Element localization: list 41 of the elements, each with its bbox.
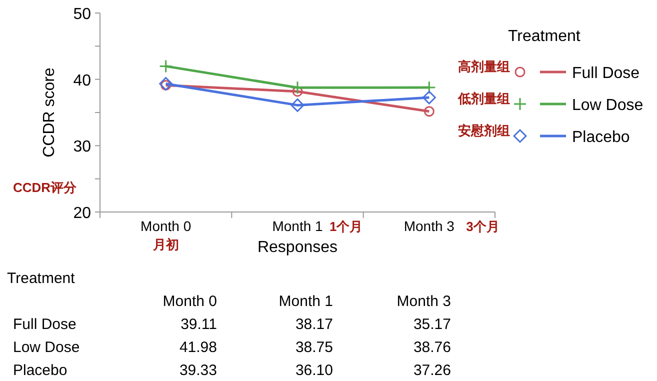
category-label: Month 0 <box>162 293 217 310</box>
text: Treatment <box>7 270 75 287</box>
data-label: 37.26 <box>413 362 451 379</box>
x-tick-label: Month 0 <box>140 218 192 234</box>
annotation: 安慰剂组 <box>458 123 510 138</box>
point <box>159 59 173 73</box>
y-axis-title: CCDR score <box>41 68 58 158</box>
data-label: 39.11 <box>180 316 217 333</box>
category-label: Month 3 <box>396 293 451 310</box>
text: 3个月 <box>466 219 500 234</box>
text: Placebo <box>13 362 68 379</box>
point <box>159 77 173 91</box>
data-label: 38.76 <box>413 339 451 356</box>
data-label: 36.10 <box>295 362 333 379</box>
data-label: 39.33 <box>179 362 217 379</box>
data-label: 38.17 <box>295 316 333 333</box>
legend-label: Low Dose <box>572 97 644 114</box>
text: 月初 <box>152 237 179 252</box>
legend-label: Placebo <box>572 129 630 146</box>
category-label: Month 1 <box>278 293 333 310</box>
x-axis-title: Responses <box>257 239 338 256</box>
data-label: 38.75 <box>295 339 333 356</box>
point <box>290 98 304 112</box>
text: CCDR评分 <box>13 180 78 195</box>
data-label: 35.17 <box>413 316 451 333</box>
text: 1个月 <box>330 219 363 234</box>
legend-title: Treatment <box>508 28 581 45</box>
text: Full Dose <box>13 316 76 333</box>
y-tick-label: 50 <box>73 6 92 23</box>
annotation: 高剂量组 <box>458 59 510 74</box>
point <box>424 106 434 117</box>
y-tick-label: 30 <box>73 138 92 156</box>
y-tick-label: 20 <box>73 205 92 222</box>
annotation: 低剂量组 <box>457 91 510 106</box>
x-tick-label: Month 3 <box>404 218 455 234</box>
y-tick-label: 40 <box>73 72 92 90</box>
legend-label: Full Dose <box>572 65 640 82</box>
x-tick-label: Month 1 <box>272 218 324 234</box>
data-label: 41.98 <box>179 339 217 356</box>
text: Low Dose <box>13 339 80 356</box>
point <box>422 90 436 104</box>
